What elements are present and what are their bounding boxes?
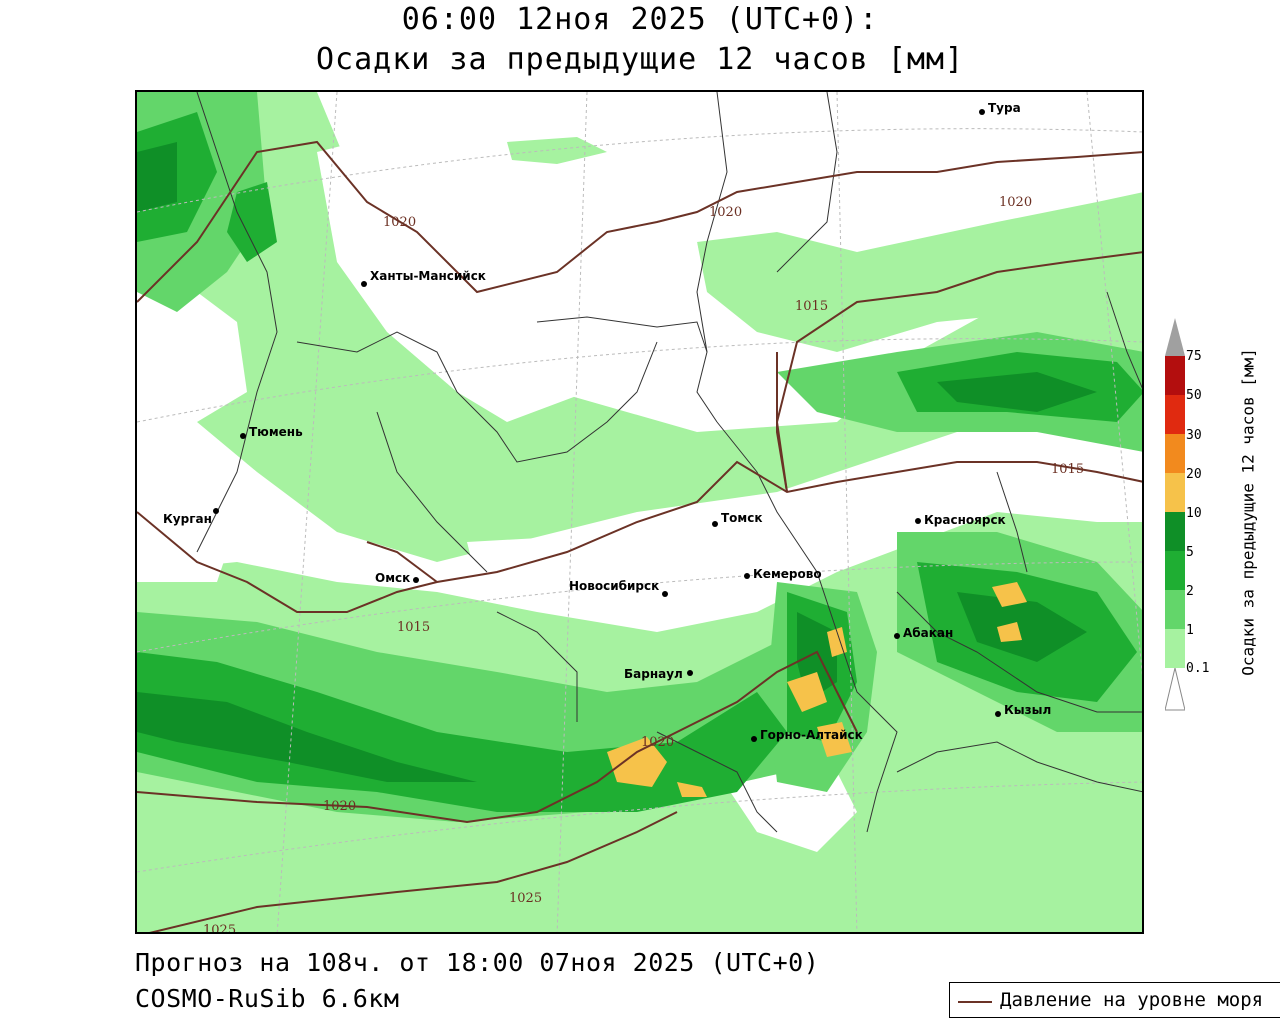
model-name: COSMO-RuSib 6.6км xyxy=(135,984,400,1013)
city-label: Горно-Алтайск xyxy=(760,728,863,742)
isobar-line-swatch xyxy=(958,1001,992,1003)
city-kemerovo: Кемерово xyxy=(744,567,822,581)
isobar-label: 1020 xyxy=(323,799,356,814)
isobars xyxy=(137,140,1142,932)
cities: Тура Ханты-Мансийск Тюмень Курган Омск Т… xyxy=(163,101,1051,742)
city-label: Омск xyxy=(375,571,410,585)
precip-area-intense xyxy=(607,582,1027,797)
graticule-lines xyxy=(137,92,1142,932)
isobar-label: 1025 xyxy=(203,923,236,934)
isobar-label: 1020 xyxy=(999,195,1032,210)
isobar-labels: 1020 1020 1020 1015 1015 1015 1020 1020 … xyxy=(203,195,1084,934)
isobar-label: 1020 xyxy=(641,735,674,750)
city-krasnoyarsk: Красноярск xyxy=(915,513,1006,527)
map-title-variable: Осадки за предыдущие 12 часов [мм] xyxy=(315,42,965,77)
colorbar-tick: 2 xyxy=(1186,584,1194,599)
city-label: Томск xyxy=(721,511,763,525)
colorbar-tick: 20 xyxy=(1186,467,1202,482)
colorbar-title: Осадки за предыдущие 12 часов [мм] xyxy=(1238,348,1258,676)
city-tomsk: Томск xyxy=(712,511,763,527)
colorbar-band xyxy=(1165,473,1185,512)
city-label: Курган xyxy=(163,512,212,526)
colorbar-band xyxy=(1165,512,1185,551)
city-tyumen: Тюмень xyxy=(240,425,303,439)
colorbar-tick: 10 xyxy=(1186,506,1202,521)
isobar-label: 1015 xyxy=(1051,462,1084,477)
city-label: Барнаул xyxy=(624,667,683,681)
city-label: Ханты-Мансийск xyxy=(370,269,486,283)
city-novosibirsk: Новосибирск xyxy=(569,579,668,597)
colorbar-band xyxy=(1165,551,1185,590)
colorbar-tick: 75 xyxy=(1186,349,1202,364)
colorbar-tick: 1 xyxy=(1186,623,1194,638)
city-label: Кемерово xyxy=(753,567,822,581)
precip-colorbar xyxy=(1165,318,1185,711)
city-kurgan: Курган xyxy=(163,508,219,526)
city-gorno-altaysk: Горно-Алтайск xyxy=(751,728,863,742)
map-title-time: 06:00 12ноя 2025 (UTC+0): xyxy=(401,2,879,37)
colorbar-band xyxy=(1165,590,1185,629)
city-tura: Тура xyxy=(979,101,1021,115)
isobar-label: 1015 xyxy=(397,620,430,635)
region-borders xyxy=(196,92,1142,833)
pressure-legend-label: Давление на уровне моря xyxy=(1000,989,1264,1011)
city-barnaul: Барнаул xyxy=(624,667,693,681)
colorbar-band xyxy=(1165,434,1185,473)
city-label: Тура xyxy=(988,101,1021,115)
city-label: Красноярск xyxy=(924,513,1006,527)
colorbar-tick: 30 xyxy=(1186,428,1202,443)
city-kyzyl: Кызыл xyxy=(995,703,1051,717)
isobar-label: 1020 xyxy=(383,215,416,230)
city-label: Кызыл xyxy=(1004,703,1051,717)
pressure-legend: Давление на уровне моря xyxy=(949,982,1280,1018)
city-label: Новосибирск xyxy=(569,579,659,593)
forecast-info: Прогноз на 108ч. от 18:00 07ноя 2025 (UT… xyxy=(135,948,820,977)
colorbar-tick: 0.1 xyxy=(1186,661,1210,676)
isobar-label: 1025 xyxy=(509,891,542,906)
city-khanty-mansiysk: Ханты-Мансийск xyxy=(361,269,486,287)
colorbar-under-triangle xyxy=(1165,667,1185,711)
city-abakan: Абакан xyxy=(894,626,953,640)
colorbar-band xyxy=(1165,356,1185,395)
colorbar-band xyxy=(1165,395,1185,434)
city-label: Тюмень xyxy=(249,425,303,439)
colorbar-tick: 5 xyxy=(1186,545,1194,560)
colorbar-over-triangle xyxy=(1165,318,1185,356)
colorbar-tick: 50 xyxy=(1186,388,1202,403)
isobar-label: 1015 xyxy=(795,299,828,314)
city-label: Абакан xyxy=(903,626,953,640)
colorbar-band xyxy=(1165,629,1185,668)
isobar-label: 1020 xyxy=(709,205,742,220)
city-omsk: Омск xyxy=(375,571,419,585)
precipitation-map: 1020 1020 1020 1015 1015 1015 1020 1020 … xyxy=(135,90,1144,934)
